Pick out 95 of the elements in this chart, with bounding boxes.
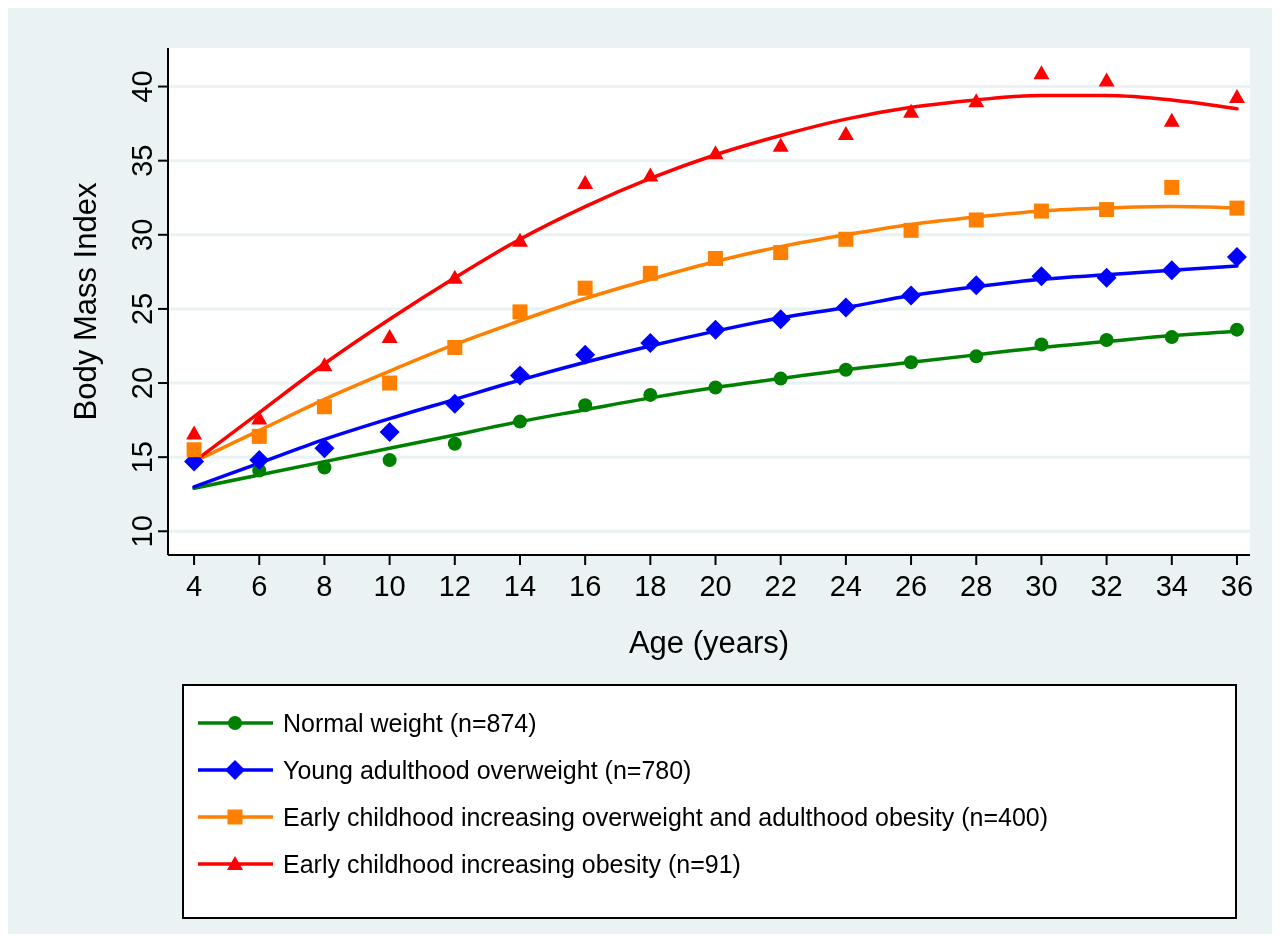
point [837,125,854,140]
point [186,425,203,440]
y-tick-label: 25 [126,292,158,326]
point [770,309,791,330]
point [446,269,463,284]
legend-label: Normal weight (n=874) [283,709,537,737]
point [186,442,202,458]
point [968,93,985,108]
point [1033,65,1050,80]
x-tick-label: 18 [634,570,667,602]
point [1031,266,1052,287]
point [903,222,919,238]
point [901,285,922,306]
point [1099,333,1114,348]
point [772,137,789,152]
point [382,375,398,391]
point [578,398,593,413]
x-tick-label: 32 [1090,570,1123,602]
y-tick-label: 20 [126,366,158,400]
x-tick-label: 4 [186,570,203,602]
point [708,251,724,267]
point [1164,330,1179,345]
point [1034,337,1049,352]
point [773,371,788,386]
point [1161,260,1182,281]
point [382,453,397,468]
x-tick-label: 28 [960,570,993,602]
point [577,174,594,189]
point [1164,179,1180,195]
point [379,421,400,442]
point [642,167,659,182]
point [642,265,658,281]
point [1228,88,1245,103]
x-tick-label: 8 [316,570,333,602]
point [968,212,984,228]
point [314,438,335,459]
x-tick-label: 36 [1220,570,1254,602]
y-axis-title: Body Mass Index [68,182,103,421]
point [838,231,854,247]
x-tick-label: 22 [764,570,797,602]
point [316,399,332,415]
x-tick-label: 30 [1025,570,1058,602]
point [512,414,527,429]
point [838,362,853,377]
point [249,450,270,471]
legend-label: Early childhood increasing obesity (n=91) [283,850,741,878]
point [835,297,856,318]
point [444,393,465,414]
point [1163,112,1180,127]
x-tick-label: 26 [894,570,928,602]
point [708,380,723,395]
x-tick-label: 10 [373,570,406,602]
point [1099,202,1115,218]
y-tick-label: 15 [126,441,158,474]
point [966,275,987,296]
x-tick-label: 16 [569,570,602,602]
point [447,436,462,451]
point [317,460,332,475]
point [251,410,268,425]
point [509,365,530,386]
point [1229,322,1244,337]
point [904,355,919,370]
point [1098,72,1115,87]
point [316,357,333,372]
x-tick-label: 20 [699,570,732,602]
point [707,145,724,160]
point [705,319,726,340]
y-tick-label: 35 [126,144,158,177]
x-tick-label: 12 [438,570,471,602]
point [512,304,528,320]
point [251,428,267,444]
point [511,232,528,247]
x-tick-label: 6 [251,570,268,602]
y-tick-label: 40 [126,70,158,103]
point [577,280,593,296]
x-axis-title: Age (years) [628,625,790,660]
y-tick-label: 10 [126,515,158,548]
point [1033,203,1049,219]
point [969,349,984,364]
x-tick-label: 24 [829,570,863,602]
point [447,339,463,355]
point [1096,267,1117,288]
x-tick-label: 14 [503,570,537,602]
legend-label: Early childhood increasing overweight and adulthood obesity (n=400) [283,803,1049,831]
y-tick-label: 30 [126,218,158,251]
x-tick-label: 34 [1155,570,1188,602]
point [643,387,658,402]
point [1229,200,1245,216]
point [575,344,596,365]
point [903,103,920,118]
legend-label: Young adulthood overweight (n=780) [283,756,692,784]
point [640,333,661,354]
point [381,329,398,344]
point [773,245,789,261]
point [1226,247,1247,268]
